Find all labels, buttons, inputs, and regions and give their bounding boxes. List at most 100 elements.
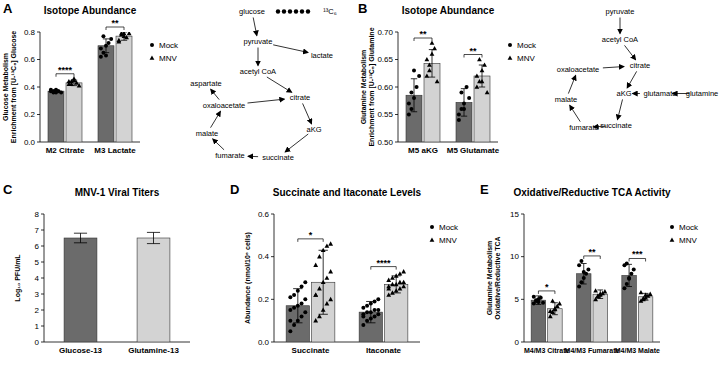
marks [406, 40, 490, 142]
pathway-node: lactate [311, 51, 333, 60]
data-point [292, 293, 296, 297]
legend-label: Mock [679, 223, 699, 232]
y-tick-label: 0.70 [377, 28, 393, 37]
legend-label: MNV [517, 54, 535, 63]
significance: * [309, 230, 313, 240]
data-point [328, 269, 333, 273]
pathway-node: fumarate [569, 123, 599, 132]
data-point [435, 79, 440, 83]
data-point [536, 300, 540, 304]
data-point [427, 62, 432, 66]
pathway-arrow [570, 105, 581, 121]
x-tick-label: M5 Glutamate [447, 146, 500, 155]
x-tick-label: Succinate [292, 346, 330, 355]
data-point [409, 91, 413, 95]
data-point [300, 285, 304, 289]
data-point [292, 306, 296, 310]
data-point [317, 254, 322, 258]
y-tick-label: 7 [35, 226, 40, 235]
data-point [300, 302, 304, 306]
data-point [625, 261, 629, 265]
legend-label: Mock [159, 41, 179, 50]
y-axis-label: Abundance (nmol/10⁶ cells) [244, 232, 252, 324]
data-point [579, 280, 583, 284]
data-point [365, 319, 369, 323]
data-point [474, 84, 479, 88]
data-point [69, 82, 74, 86]
data-point [643, 292, 648, 296]
significance: ** [469, 46, 477, 56]
pathway-node: ¹³C₆ [323, 7, 336, 16]
data-point [407, 102, 411, 106]
data-point [459, 91, 463, 95]
y-tick [395, 142, 398, 143]
bar [48, 91, 64, 142]
data-point [66, 79, 71, 83]
data-point [398, 280, 403, 284]
data-point [376, 312, 380, 316]
data-point [369, 302, 373, 306]
pathway-node: pyruvate [244, 37, 273, 46]
data-point [325, 275, 330, 279]
data-point [321, 280, 326, 284]
x-tick-label: M4/M3 Fumarate [565, 347, 620, 354]
figure: AIsotope Abundance0.00.20.40.60.8Glucose… [0, 0, 720, 366]
data-point [303, 280, 307, 284]
y-tick [41, 294, 44, 295]
bar [116, 36, 132, 142]
y-axis-label: Glutamine Metabolism [360, 50, 367, 125]
data-point [369, 317, 373, 321]
legend-marker [670, 237, 675, 241]
y-tick [37, 87, 40, 88]
data-point [116, 39, 121, 43]
data-point [328, 297, 333, 301]
y-tick-label: 0.4 [258, 252, 270, 261]
error-cap [429, 77, 435, 78]
significance: ** [111, 18, 119, 28]
chart-title: Isotope Abundance [44, 5, 137, 16]
y-tick-label: 0.4 [24, 83, 36, 92]
data-point [579, 259, 583, 263]
data-point [462, 102, 466, 106]
pathway-node: glucose [239, 7, 265, 16]
pathway-node: malate [555, 95, 578, 104]
error-cap [411, 111, 417, 112]
bar [385, 284, 408, 342]
data-point [361, 306, 365, 310]
y-tick-label: 0.8 [24, 28, 36, 37]
y-tick-label: 0.50 [377, 138, 393, 147]
data-point [627, 276, 631, 280]
data-point [417, 74, 421, 78]
error-bar [103, 39, 109, 53]
y-tick [271, 299, 274, 300]
data-point [122, 34, 127, 38]
pathway-arrow [273, 45, 308, 53]
data-point [361, 323, 365, 327]
legend-label: MNV [159, 54, 177, 63]
chart-d: DSuccinate and Itaconate Levels0.00.20.4… [230, 182, 459, 355]
data-point [303, 297, 307, 301]
data-point [632, 267, 636, 271]
carbon-dot [276, 9, 280, 13]
data-point [107, 41, 111, 45]
data-point [361, 314, 365, 318]
data-point [54, 91, 58, 95]
y-tick [395, 32, 398, 33]
chart-b: BIsotope Abundance0.500.550.600.650.70Gl… [358, 1, 537, 155]
pathway-node: citrate [290, 93, 310, 102]
significance: ** [588, 247, 596, 257]
error-cap [74, 242, 87, 243]
error-stem [629, 264, 630, 286]
x-tick-label: M4/M3 Citrate [524, 347, 570, 354]
data-point [401, 280, 406, 284]
pathway-arrow [253, 17, 257, 35]
data-point [99, 55, 103, 59]
data-point [376, 297, 380, 301]
error-cap [147, 232, 160, 233]
x-tick-label: M4/M3 Malate [615, 347, 660, 354]
legend-marker [150, 43, 154, 47]
data-point [313, 263, 318, 267]
data-point [365, 304, 369, 308]
data-point [430, 51, 435, 55]
x-tick-label: M5 aKG [408, 146, 438, 155]
